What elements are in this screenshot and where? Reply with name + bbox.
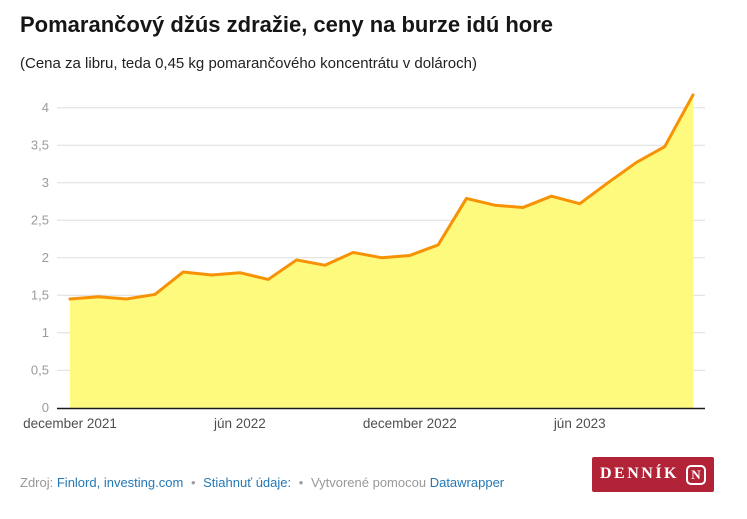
chart-title: Pomarančový džús zdražie, ceny na burze … xyxy=(20,12,554,37)
x-tick-label: jún 2022 xyxy=(213,416,266,431)
logo-wordmark: DENNÍK xyxy=(599,464,679,482)
separator-dot: • xyxy=(298,475,304,490)
chart-subtitle: (Cena za libru, teda 0,45 kg pomarančové… xyxy=(20,55,477,72)
chart-footer: Zdroj: Finlord, investing.com • Stiahnuť… xyxy=(20,475,504,490)
separator-dot: • xyxy=(190,475,196,490)
y-tick-label: 1 xyxy=(42,325,49,340)
dennik-n-icon: N xyxy=(686,464,706,485)
price-line xyxy=(68,93,695,301)
made-with-label: Vytvorené pomocou xyxy=(310,475,427,490)
y-tick-label: 0,5 xyxy=(31,363,49,378)
source-label: Zdroj: xyxy=(20,475,54,490)
x-tick-label: december 2021 xyxy=(23,416,117,431)
x-tick-label: jún 2023 xyxy=(553,416,606,431)
download-data-link[interactable]: Stiahnuť údaje: xyxy=(203,475,292,490)
dennik-n-logo: DENNÍK N xyxy=(592,457,714,492)
area-fill xyxy=(70,94,693,408)
datawrapper-link[interactable]: Datawrapper xyxy=(429,475,505,490)
y-tick-label: 2 xyxy=(42,250,49,265)
y-tick-label: 4 xyxy=(42,100,49,115)
y-tick-label: 3,5 xyxy=(31,138,49,153)
y-tick-label: 0 xyxy=(42,400,49,415)
x-tick-label: december 2022 xyxy=(363,416,457,431)
y-tick-label: 2,5 xyxy=(31,213,49,228)
y-tick-label: 3 xyxy=(42,175,49,190)
source-link[interactable]: Finlord, investing.com xyxy=(56,475,184,490)
y-tick-label: 1,5 xyxy=(31,288,49,303)
